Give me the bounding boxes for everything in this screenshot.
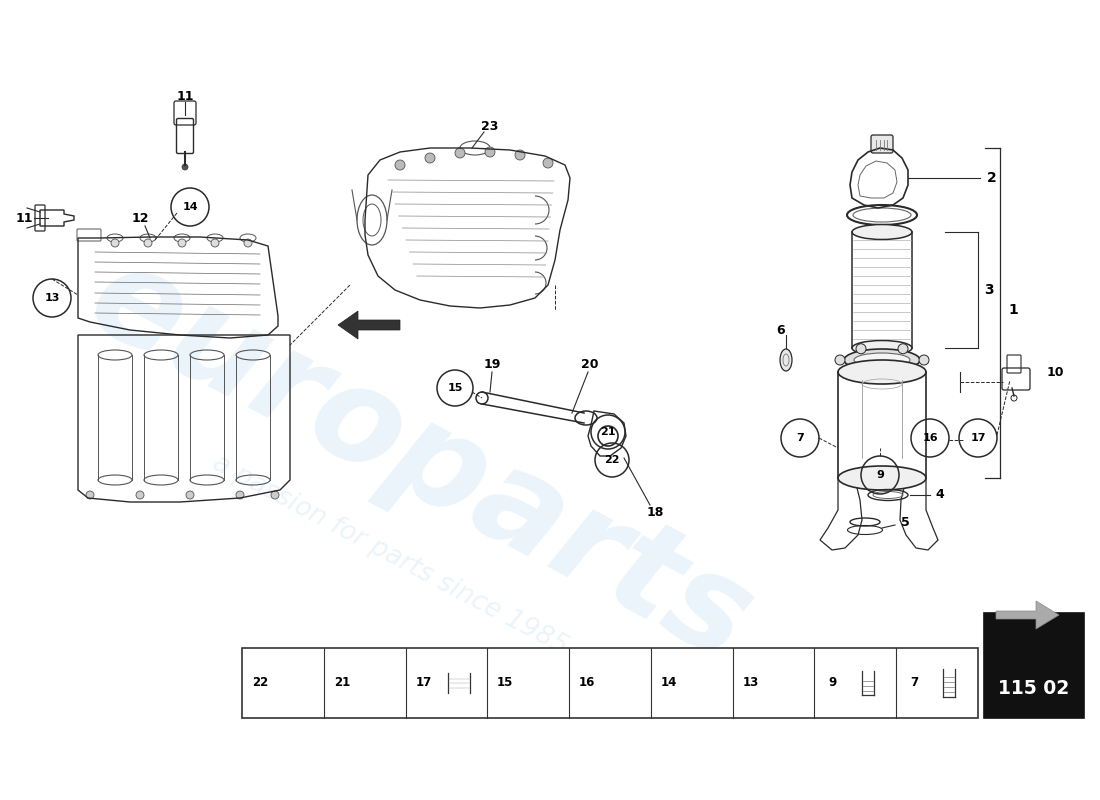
Circle shape bbox=[856, 366, 866, 376]
Ellipse shape bbox=[854, 353, 910, 367]
Circle shape bbox=[898, 344, 907, 354]
Text: 15: 15 bbox=[497, 677, 514, 690]
Text: 7: 7 bbox=[796, 433, 804, 443]
Circle shape bbox=[425, 153, 435, 163]
Text: 17: 17 bbox=[416, 677, 431, 690]
Text: 9: 9 bbox=[876, 470, 884, 480]
Text: 16: 16 bbox=[922, 433, 938, 443]
Ellipse shape bbox=[852, 225, 912, 239]
Circle shape bbox=[244, 239, 252, 247]
Circle shape bbox=[136, 491, 144, 499]
Text: 18: 18 bbox=[647, 506, 663, 518]
Text: 21: 21 bbox=[333, 677, 350, 690]
Text: 14: 14 bbox=[183, 202, 198, 212]
Circle shape bbox=[211, 239, 219, 247]
Ellipse shape bbox=[844, 349, 920, 371]
Circle shape bbox=[111, 239, 119, 247]
Circle shape bbox=[485, 147, 495, 157]
Text: 2: 2 bbox=[987, 171, 997, 185]
Text: 10: 10 bbox=[1046, 366, 1064, 378]
Circle shape bbox=[86, 491, 94, 499]
Ellipse shape bbox=[780, 349, 792, 371]
Ellipse shape bbox=[852, 341, 912, 355]
Text: 6: 6 bbox=[777, 323, 785, 337]
Text: 5: 5 bbox=[901, 515, 910, 529]
Circle shape bbox=[186, 491, 194, 499]
Text: 14: 14 bbox=[661, 677, 678, 690]
Circle shape bbox=[515, 150, 525, 160]
Circle shape bbox=[455, 148, 465, 158]
Circle shape bbox=[856, 344, 866, 354]
Circle shape bbox=[543, 158, 553, 168]
Text: 4: 4 bbox=[936, 489, 945, 502]
Text: 21: 21 bbox=[601, 427, 616, 437]
Text: 1: 1 bbox=[1008, 303, 1018, 317]
Text: 11: 11 bbox=[15, 211, 33, 225]
Text: 13: 13 bbox=[742, 677, 759, 690]
Ellipse shape bbox=[838, 466, 926, 490]
Circle shape bbox=[144, 239, 152, 247]
Text: 16: 16 bbox=[579, 677, 595, 690]
FancyBboxPatch shape bbox=[871, 135, 893, 153]
Text: 12: 12 bbox=[131, 211, 149, 225]
Polygon shape bbox=[338, 311, 400, 339]
Circle shape bbox=[271, 491, 279, 499]
Text: 11: 11 bbox=[176, 90, 194, 102]
Polygon shape bbox=[996, 601, 1059, 629]
Text: 17: 17 bbox=[970, 433, 986, 443]
Bar bbox=[984, 613, 1084, 718]
Circle shape bbox=[178, 239, 186, 247]
Text: 22: 22 bbox=[252, 677, 268, 690]
Ellipse shape bbox=[838, 360, 926, 384]
Circle shape bbox=[835, 355, 845, 365]
Circle shape bbox=[182, 164, 188, 170]
Circle shape bbox=[236, 491, 244, 499]
Circle shape bbox=[918, 355, 930, 365]
Text: 13: 13 bbox=[44, 293, 59, 303]
Text: 20: 20 bbox=[581, 358, 598, 371]
Bar bbox=[242, 648, 978, 718]
Text: 115 02: 115 02 bbox=[999, 679, 1069, 698]
Text: 15: 15 bbox=[448, 383, 463, 393]
Circle shape bbox=[395, 160, 405, 170]
Text: 19: 19 bbox=[483, 358, 500, 371]
Text: europarts: europarts bbox=[68, 233, 772, 687]
Text: 3: 3 bbox=[984, 283, 993, 297]
Text: 23: 23 bbox=[482, 119, 498, 133]
Text: a passion for parts since 1985: a passion for parts since 1985 bbox=[208, 450, 572, 660]
Text: 9: 9 bbox=[828, 677, 837, 690]
Text: 22: 22 bbox=[604, 455, 619, 465]
Circle shape bbox=[898, 366, 907, 376]
Text: 7: 7 bbox=[910, 677, 918, 690]
